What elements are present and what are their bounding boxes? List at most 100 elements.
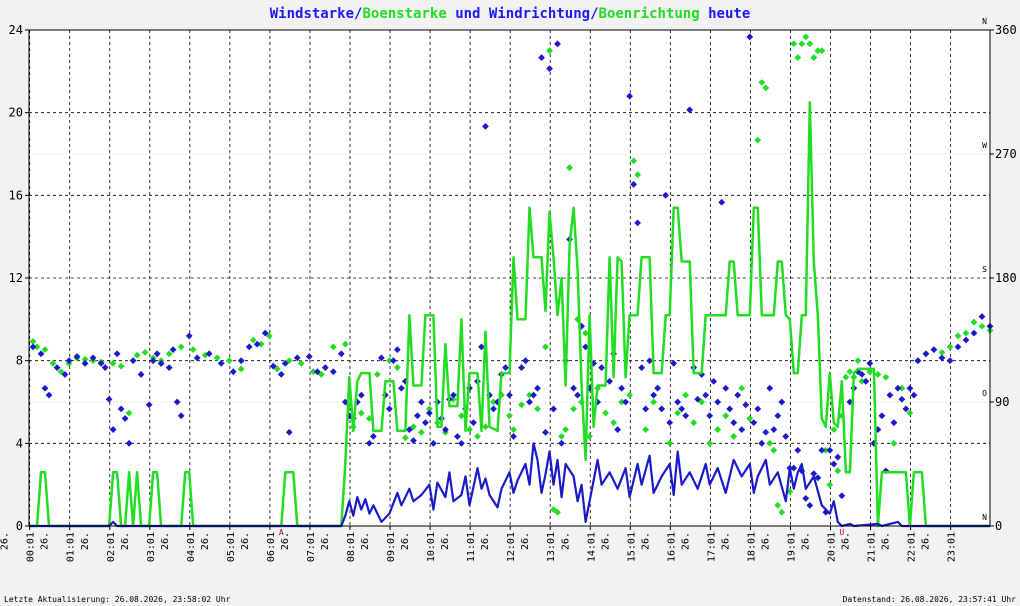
y2tick-dir-1: O bbox=[982, 389, 987, 398]
point-windrichtung-190 bbox=[954, 343, 962, 351]
ytick-label-6: 24 bbox=[9, 23, 23, 37]
point-windrichtung-10 bbox=[97, 360, 105, 367]
ytick-label-3: 12 bbox=[9, 271, 23, 285]
point-windrichtung-88 bbox=[518, 364, 525, 371]
point-windrichtung-66 bbox=[426, 409, 433, 417]
xtick-date-1: 26. bbox=[40, 532, 51, 550]
point-windrichtung-126 bbox=[674, 398, 682, 406]
point-windrichtung-1 bbox=[37, 350, 45, 358]
xtick-time-18: 18:01 bbox=[746, 532, 757, 562]
footer-right: Datenstand: 26.08.2026, 23:57:41 Uhr bbox=[843, 595, 1017, 604]
point-windrichtung-90 bbox=[526, 398, 533, 406]
point-windrichtung-159 bbox=[806, 501, 814, 509]
xtick-time-9: 09:01 bbox=[386, 532, 397, 562]
point-boenrichtung-56 bbox=[518, 401, 525, 409]
point-windrichtung-176 bbox=[878, 412, 886, 420]
point-windrichtung-138 bbox=[722, 384, 730, 392]
point-windrichtung-70 bbox=[442, 426, 449, 433]
point-windrichtung-20 bbox=[145, 401, 153, 409]
xtick-time-6: 06:01 bbox=[266, 532, 277, 562]
point-windrichtung-72 bbox=[450, 391, 457, 399]
y2tick-label-1: 90 bbox=[995, 395, 1009, 409]
point-boenrichtung-14 bbox=[141, 349, 149, 356]
point-windrichtung-64 bbox=[418, 398, 425, 406]
y2tick-label-4: 360 bbox=[995, 23, 1017, 37]
point-boenrichtung-128 bbox=[946, 343, 954, 351]
point-boenrichtung-3 bbox=[49, 360, 57, 367]
xtick-time-23: 23:01 bbox=[947, 532, 958, 562]
point-windrichtung-2 bbox=[41, 384, 49, 392]
point-windrichtung-98 bbox=[558, 439, 565, 447]
point-windrichtung-32 bbox=[229, 368, 237, 376]
point-windrichtung-155 bbox=[790, 464, 798, 472]
point-windrichtung-80 bbox=[482, 123, 489, 130]
point-boenrichtung-117 bbox=[858, 377, 866, 385]
xtick-time-4: 04:01 bbox=[186, 532, 197, 562]
point-boenrichtung-110 bbox=[830, 426, 838, 433]
point-windrichtung-180 bbox=[894, 384, 902, 392]
point-windrichtung-23 bbox=[157, 360, 165, 367]
xtick-time-7: 07:01 bbox=[306, 532, 317, 562]
point-windrichtung-146 bbox=[754, 405, 762, 413]
xtick-time-21: 21:01 bbox=[867, 532, 878, 562]
xtick-time-19: 19:01 bbox=[787, 532, 798, 562]
point-windrichtung-14 bbox=[113, 350, 121, 358]
point-windrichtung-127 bbox=[678, 405, 686, 413]
y2tick-dir-2: S bbox=[982, 265, 987, 274]
xtick-time-10: 10:01 bbox=[426, 532, 437, 562]
point-windrichtung-22 bbox=[153, 350, 161, 358]
xtick-time-15: 15:01 bbox=[626, 532, 637, 562]
xtick-time-17: 17:01 bbox=[706, 532, 717, 562]
xtick-date-8: 26. bbox=[320, 532, 331, 550]
point-windrichtung-104 bbox=[582, 343, 589, 351]
point-windrichtung-25 bbox=[169, 346, 177, 353]
point-boenrichtung-120 bbox=[882, 373, 890, 381]
point-windrichtung-122 bbox=[658, 405, 666, 413]
point-windrichtung-152 bbox=[778, 398, 786, 406]
point-windrichtung-30 bbox=[205, 350, 213, 358]
point-windrichtung-118 bbox=[642, 405, 650, 413]
line-boenstarke bbox=[29, 101, 990, 528]
chart-title: Windstarke/Boenstarke und Windrichtung/B… bbox=[270, 6, 751, 22]
point-windrichtung-147 bbox=[758, 439, 766, 447]
point-boenrichtung-64 bbox=[562, 426, 569, 433]
y2tick-label-2: 180 bbox=[995, 271, 1017, 285]
point-windrichtung-92 bbox=[534, 384, 541, 392]
point-boenrichtung-81 bbox=[666, 439, 674, 447]
point-windrichtung-135 bbox=[710, 377, 718, 385]
point-boenrichtung-40 bbox=[394, 364, 401, 371]
xtick-date-19: 26. bbox=[761, 532, 772, 550]
title-part-1: / bbox=[354, 6, 362, 22]
xtick-date-0: 26. bbox=[0, 532, 11, 550]
point-boenrichtung-86 bbox=[706, 439, 714, 447]
point-windrichtung-165 bbox=[830, 460, 838, 468]
point-windrichtung-173 bbox=[866, 360, 874, 367]
y2tick-dir-3: W bbox=[982, 141, 987, 150]
point-windrichtung-24 bbox=[165, 364, 173, 371]
line-windstarke bbox=[29, 442, 990, 528]
point-windrichtung-96 bbox=[550, 405, 557, 413]
point-windrichtung-21 bbox=[149, 357, 157, 365]
series-boenstarke bbox=[29, 101, 990, 528]
title-part-0: Windstarke bbox=[270, 6, 354, 22]
point-windrichtung-172 bbox=[862, 377, 870, 385]
point-windrichtung-183 bbox=[906, 384, 914, 392]
point-windrichtung-27 bbox=[177, 412, 185, 420]
point-boenrichtung-51 bbox=[482, 423, 489, 431]
title-part-7: heute bbox=[700, 6, 751, 22]
point-boenrichtung-48 bbox=[458, 412, 465, 420]
point-windrichtung-29 bbox=[193, 354, 201, 362]
point-windrichtung-167 bbox=[838, 492, 846, 500]
point-windrichtung-33 bbox=[237, 357, 245, 365]
ytick-label-2: 8 bbox=[16, 354, 23, 368]
xtick-time-22: 22:01 bbox=[907, 532, 918, 562]
point-windrichtung-3 bbox=[45, 391, 53, 399]
point-windrichtung-35 bbox=[253, 340, 261, 348]
point-windrichtung-143 bbox=[742, 401, 750, 409]
point-boenrichtung-7 bbox=[81, 355, 89, 363]
point-boenrichtung-131 bbox=[970, 318, 978, 326]
xtick-date-5: 26. bbox=[200, 532, 211, 550]
